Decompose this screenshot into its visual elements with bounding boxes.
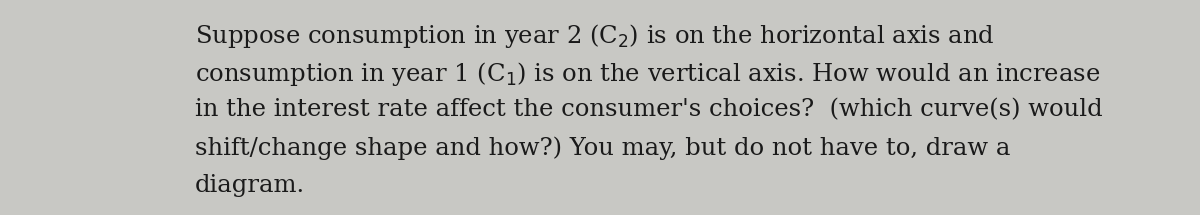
Text: shift/change shape and how?) You may, but do not have to, draw a: shift/change shape and how?) You may, bu… [194, 136, 1010, 160]
Text: in the interest rate affect the consumer's choices?  (which curve(s) would: in the interest rate affect the consumer… [194, 98, 1103, 121]
Text: consumption in year 1 (C$_1$) is on the vertical axis. How would an increase: consumption in year 1 (C$_1$) is on the … [194, 60, 1100, 88]
Text: diagram.: diagram. [194, 174, 305, 197]
Text: Suppose consumption in year 2 (C$_2$) is on the horizontal axis and: Suppose consumption in year 2 (C$_2$) is… [194, 22, 995, 50]
